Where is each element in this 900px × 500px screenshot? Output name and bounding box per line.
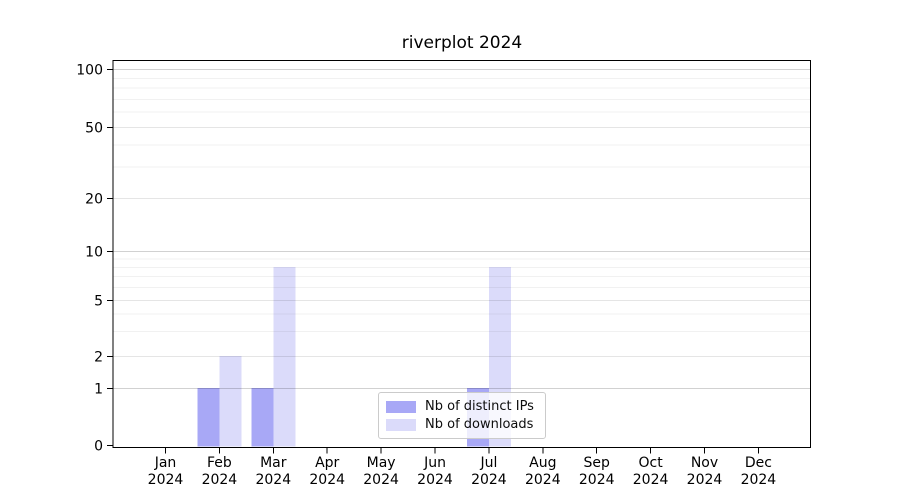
y-tick-label-10: 10 [85,244,103,260]
y-tick-label-5: 5 [94,293,103,309]
x-tick-label-dec-2024: Dec [745,455,772,471]
x-tick-label-nov-2024: Nov [691,455,718,471]
legend-swatch-downloads [386,418,416,431]
bar-nb-of-distinct-ips-mar-2024 [251,388,274,447]
bar-nb-of-downloads-mar-2024 [273,266,296,447]
y-tick-label-2: 2 [94,349,103,365]
x-tick-label-year-apr-2024: 2024 [309,472,345,488]
x-tick-label-year-dec-2024: 2024 [741,472,777,488]
legend-label-downloads: Nb of downloads [425,417,534,432]
x-tick-label-year-aug-2024: 2024 [525,472,561,488]
x-tick-label-year-jan-2024: 2024 [148,472,184,488]
x-tick-label-year-may-2024: 2024 [363,472,399,488]
x-tick-label-sep-2024: Sep [584,455,611,471]
x-tick-label-jul-2024: Jul [479,455,497,471]
x-tick-label-year-feb-2024: 2024 [202,472,238,488]
axes-frame [112,60,811,448]
x-tick-label-apr-2024: Apr [315,455,339,471]
bar-nb-of-distinct-ips-feb-2024 [197,388,220,447]
x-tick-label-mar-2024: Mar [260,455,287,471]
x-tick-label-year-nov-2024: 2024 [687,472,723,488]
x-tick-label-oct-2024: Oct [638,455,663,471]
x-tick-label-feb-2024: Feb [207,455,232,471]
x-tick-label-year-jun-2024: 2024 [417,472,453,488]
x-tick-label-jun-2024: Jun [423,455,446,471]
x-tick-label-aug-2024: Aug [529,455,556,471]
legend: Nb of distinct IPs Nb of downloads [378,392,546,439]
x-tick-label-year-jul-2024: 2024 [471,472,507,488]
y-tick-label-20: 20 [85,191,103,207]
y-tick-label-0: 0 [94,438,103,454]
legend-item-downloads: Nb of downloads [386,417,538,432]
y-tick-label-50: 50 [85,120,103,136]
legend-swatch-distinct-ips [386,400,416,413]
chart-title: riverplot 2024 [401,33,523,53]
x-tick-label-year-mar-2024: 2024 [255,472,291,488]
bar-nb-of-downloads-feb-2024 [219,356,242,447]
y-tick-label-100: 100 [76,62,103,78]
x-tick-label-jan-2024: Jan [154,455,177,471]
legend-label-distinct-ips: Nb of distinct IPs [425,399,534,414]
legend-item-distinct-ips: Nb of distinct IPs [386,399,538,414]
x-tick-label-may-2024: May [367,455,396,471]
x-tick-label-year-sep-2024: 2024 [579,472,615,488]
y-tick-label-1: 1 [94,381,103,397]
x-tick-label-year-oct-2024: 2024 [633,472,669,488]
